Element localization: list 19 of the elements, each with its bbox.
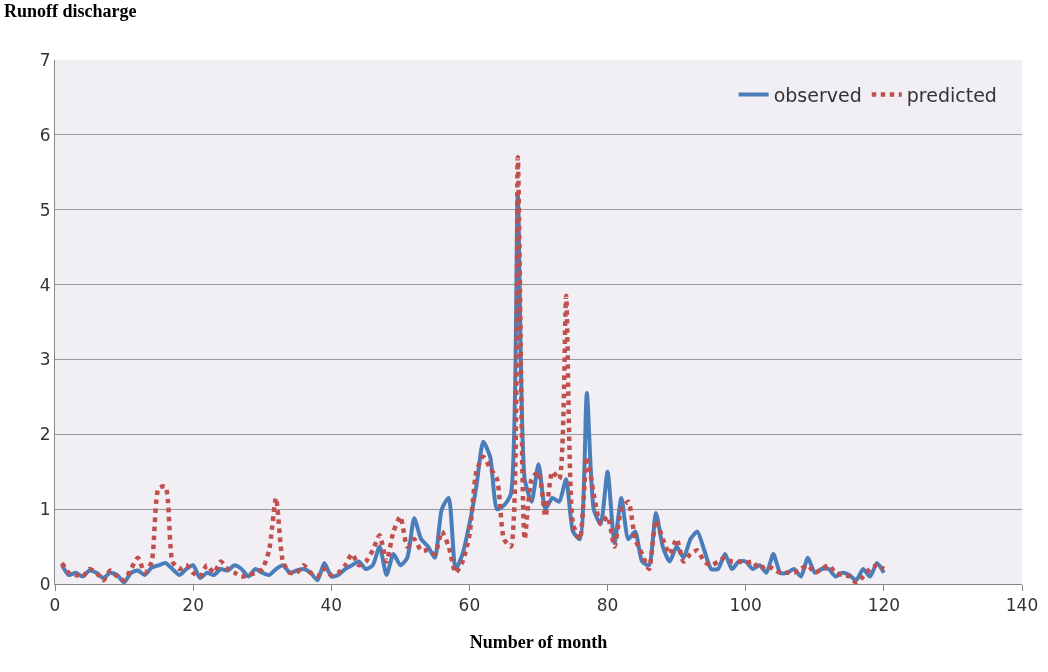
y-tick-label: 7 [39, 49, 51, 70]
x-tick-label: 40 [320, 595, 343, 616]
legend-label: predicted [906, 83, 997, 106]
y-tick-label: 2 [39, 424, 51, 445]
y-axis-title: Runoff discharge [4, 1, 137, 21]
y-tick-label: 1 [39, 499, 51, 520]
y-tick-label: 5 [39, 199, 51, 220]
y-tick-label: 0 [39, 573, 51, 594]
x-tick-label: 140 [1005, 595, 1039, 616]
x-tick-label: 60 [458, 595, 481, 616]
x-axis-title: Number of month [469, 631, 608, 652]
x-tick-label: 20 [182, 595, 204, 616]
y-tick-label: 4 [39, 274, 51, 295]
legend-label: observed [773, 83, 862, 106]
y-tick-label: 6 [39, 124, 51, 145]
x-tick-label: 80 [596, 595, 619, 616]
x-tick-label: 100 [729, 595, 762, 616]
y-tick-label: 3 [39, 349, 51, 370]
x-tick-label: 120 [867, 595, 901, 616]
